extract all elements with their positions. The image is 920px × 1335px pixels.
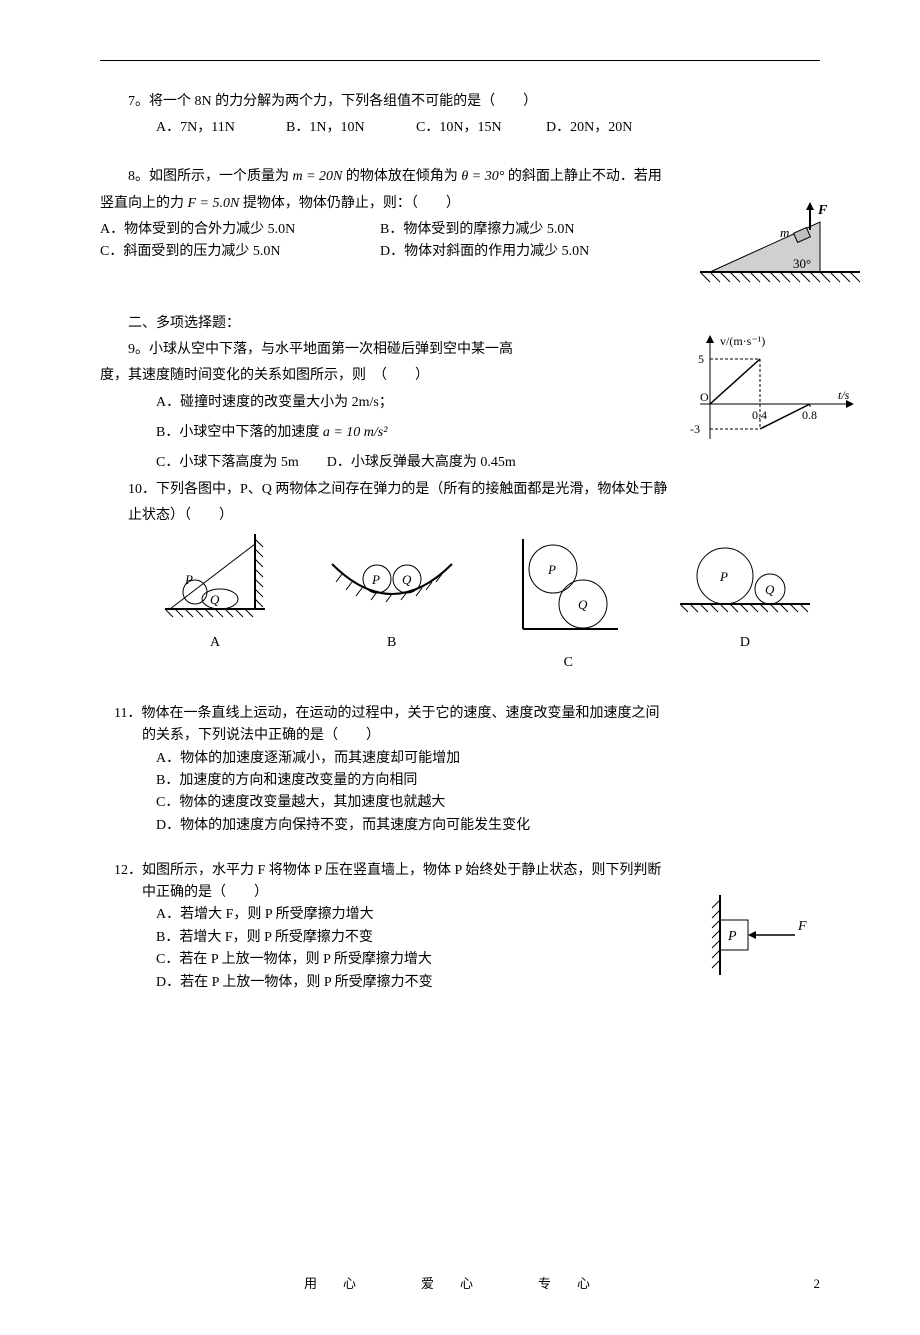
q10-figures: P Q A P Q B: [140, 534, 820, 675]
q10-figB-svg: P Q: [322, 534, 462, 624]
q10-figD: P Q D: [670, 534, 820, 675]
q10A-P: P: [184, 572, 193, 587]
q9-B-pre: B．小球空中下落的加速度: [156, 425, 323, 440]
q9-C: C．小球下落高度为 5m: [156, 455, 299, 470]
q11-D: D．物体的加速度方向保持不变，而其速度方向可能发生变化: [156, 815, 820, 837]
q8-D: D．物体对斜面的作用力减少 5.0N: [380, 241, 589, 263]
q9-figure: v/(m·s⁻¹) t/s 5 -3 O 0.4 0.8: [680, 329, 860, 457]
q8-fig-angle: 30°: [793, 256, 811, 271]
q10: 10．下列各图中，P、Q 两物体之间存在弹力的是（所有的接触面都是光滑，物体处于…: [100, 479, 820, 675]
q11-stem1: 11．物体在一条直线上运动，在运动的过程中，关于它的速度、速度改变量和加速度之间: [114, 706, 659, 721]
q12-P: P: [727, 929, 737, 944]
q9-D: D．小球反弹最大高度为 0.45m: [327, 455, 516, 470]
q10B-P: P: [371, 572, 380, 587]
q10-figA-svg: P Q: [155, 534, 275, 624]
top-rule: [100, 60, 820, 61]
q10C-Q: Q: [578, 597, 588, 612]
q8-figure: F m 30°: [700, 202, 860, 300]
q8-F: F = 5.0N: [188, 196, 240, 211]
q9-yneg3: -3: [690, 422, 700, 436]
q9-x04: 0.4: [752, 408, 767, 422]
q10B-Q: Q: [402, 572, 412, 587]
q10-figB: P Q B: [317, 534, 467, 675]
q8-l1-pre: 8。如图所示，一个质量为: [128, 169, 293, 184]
q10-stem2: 止状态）（ ）: [128, 505, 820, 527]
q11-stem: 11．物体在一条直线上运动，在运动的过程中，关于它的速度、速度改变量和加速度之间…: [114, 703, 820, 748]
q11-C: C．物体的速度改变量越大，其加速度也就越大: [156, 792, 820, 814]
q8-theta: θ = 30°: [461, 169, 504, 184]
footer: 用心 爱心 专心 2: [100, 1274, 820, 1295]
q8-l1-mid: 的物体放在倾角为: [342, 169, 461, 184]
q12-stem1: 12．如图所示，水平力 F 将物体 P 压在竖直墙上，物体 P 始终处于静止状态…: [114, 863, 661, 878]
q12-figure: P F: [700, 890, 820, 988]
q12-F: F: [797, 919, 807, 934]
q11-stem2: 的关系，下列说法中正确的是（ ）: [128, 728, 380, 743]
q11: 11．物体在一条直线上运动，在运动的过程中，关于它的速度、速度改变量和加速度之间…: [100, 703, 820, 837]
vt-graph-svg: v/(m·s⁻¹) t/s 5 -3 O 0.4 0.8: [680, 329, 860, 449]
q9-ylabel: v/(m·s⁻¹): [720, 334, 765, 348]
q11-A: A．物体的加速度逐渐减小，而其速度却可能增加: [156, 748, 820, 770]
q10-B-label: B: [317, 632, 467, 654]
incline-svg: F m 30°: [700, 202, 860, 292]
q8-l2-pre: 竖直向上的力: [100, 196, 188, 211]
q9-x08: 0.8: [802, 408, 817, 422]
q10D-P: P: [719, 569, 728, 584]
q8-B: B．物体受到的摩擦力减少 5.0N: [380, 219, 574, 241]
q10C-P: P: [547, 562, 556, 577]
q10-figC-svg: P Q: [508, 534, 628, 644]
q10-figA: P Q A: [140, 534, 290, 675]
q7-C: C．10N，15N: [416, 117, 546, 139]
q8-l2-post: 提物体，物体仍静止，则：（ ）: [239, 196, 460, 211]
footer-text: 用心 爱心 专心: [304, 1276, 616, 1291]
page-number: 2: [814, 1274, 821, 1295]
q10-A-label: A: [140, 632, 290, 654]
q8-A: A．物体受到的合外力减少 5.0N: [100, 219, 380, 241]
q12-svg: P F: [700, 890, 820, 980]
q8-l1-post: 的斜面上静止不动．若用: [504, 169, 662, 184]
q11-B: B．加速度的方向和速度改变量的方向相同: [156, 770, 820, 792]
q9-B-formula: a = 10 m/s²: [323, 425, 388, 440]
q8-line1: 8。如图所示，一个质量为 m = 20N 的物体放在倾角为 θ = 30° 的斜…: [100, 166, 820, 188]
q12: 12．如图所示，水平力 F 将物体 P 压在竖直墙上，物体 P 始终处于静止状态…: [100, 860, 820, 994]
q9-xlabel: t/s: [838, 388, 850, 402]
q7-A: A．7N，11N: [156, 117, 286, 139]
q10-stem1: 10．下列各图中，P、Q 两物体之间存在弹力的是（所有的接触面都是光滑，物体处于…: [100, 479, 820, 501]
q8-fig-m: m: [780, 225, 789, 240]
q10A-Q: Q: [210, 592, 220, 607]
q10-C-label: C: [493, 652, 643, 674]
q8: 8。如图所示，一个质量为 m = 20N 的物体放在倾角为 θ = 30° 的斜…: [100, 166, 820, 264]
q7-B: B．1N，10N: [286, 117, 416, 139]
q10-figC: P Q C: [493, 534, 643, 675]
q10D-Q: Q: [765, 582, 775, 597]
q7: 7。将一个 8N 的力分解为两个力，下列各组值不可能的是（ ） A．7N，11N…: [100, 91, 820, 140]
q12-stem2: 中正确的是（ ）: [128, 885, 268, 900]
q10-figD-svg: P Q: [675, 534, 815, 624]
q8-fig-F: F: [817, 203, 828, 218]
q8-m: m = 20N: [293, 169, 343, 184]
q7-options: A．7N，11N B．1N，10N C．10N，15N D．20N，20N: [156, 117, 820, 139]
q9-O: O: [700, 390, 709, 404]
q8-C: C．斜面受到的压力减少 5.0N: [100, 241, 380, 263]
q7-stem: 7。将一个 8N 的力分解为两个力，下列各组值不可能的是（ ）: [100, 91, 820, 113]
q7-D: D．20N，20N: [546, 117, 676, 139]
q9: 9。小球从空中下落，与水平地面第一次相碰后弹到空中某一高 度，其速度随时间变化的…: [100, 339, 820, 475]
q10-D-label: D: [670, 632, 820, 654]
q9-y5: 5: [698, 352, 704, 366]
